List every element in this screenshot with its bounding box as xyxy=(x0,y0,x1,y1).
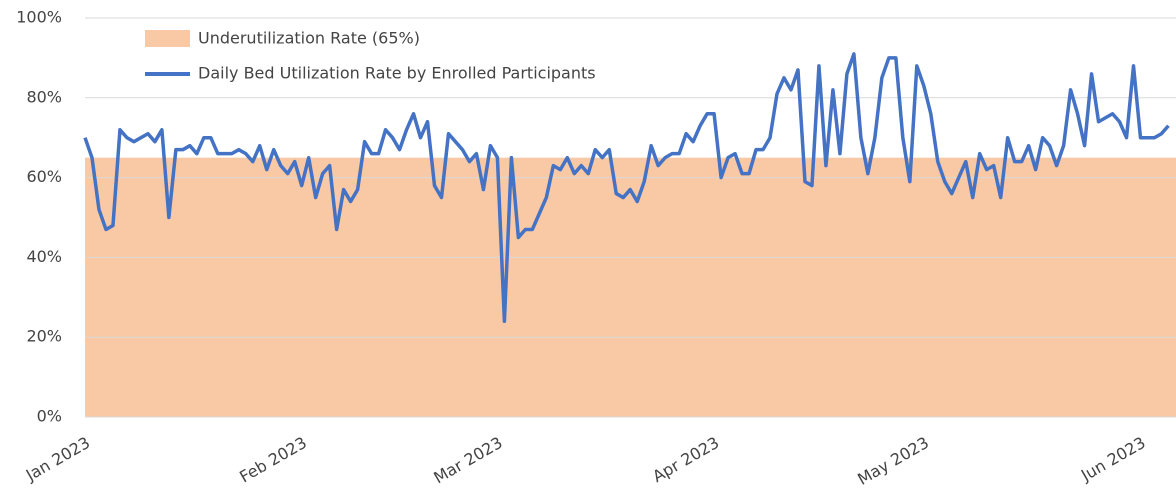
y-tick-label: 20% xyxy=(26,327,62,346)
x-tick-label: Apr 2023 xyxy=(649,433,722,486)
x-tick-label: Feb 2023 xyxy=(236,433,310,487)
x-tick-label: May 2023 xyxy=(854,433,932,489)
x-tick-label: Mar 2023 xyxy=(430,433,505,487)
legend-label: Daily Bed Utilization Rate by Enrolled P… xyxy=(198,64,596,83)
y-tick-label: 100% xyxy=(16,8,62,27)
legend-swatch xyxy=(145,30,190,47)
y-tick-label: 60% xyxy=(26,167,62,186)
x-tick-label: Jan 2023 xyxy=(22,433,93,485)
underutilization-band xyxy=(85,157,1176,417)
utilization-line xyxy=(83,52,1170,323)
x-tick-label: Jun 2023 xyxy=(1077,433,1149,485)
y-tick-label: 80% xyxy=(26,87,62,106)
y-tick-label: 40% xyxy=(26,247,62,266)
y-tick-label: 0% xyxy=(37,407,62,426)
legend-label: Underutilization Rate (65%) xyxy=(198,29,420,48)
